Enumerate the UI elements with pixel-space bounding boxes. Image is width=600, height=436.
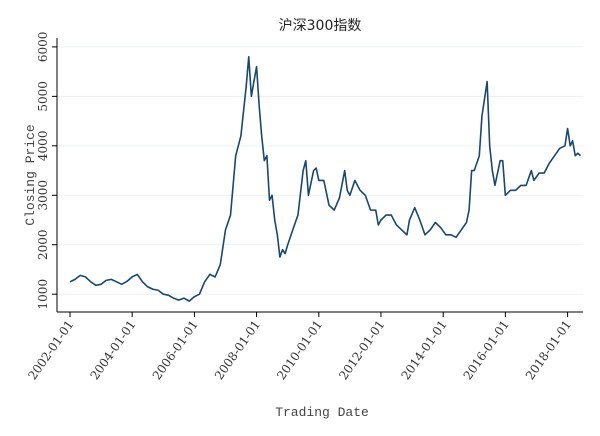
y-tick-label: 5000 [36, 81, 50, 112]
plot-area [57, 38, 583, 312]
y-tick-label: 2000 [36, 229, 50, 260]
y-tick-label: 3000 [36, 180, 50, 211]
y-tick-label: 6000 [36, 32, 50, 63]
chart-title: 沪深300指数 [279, 18, 362, 34]
y-tick-label: 1000 [36, 279, 50, 310]
price-line [69, 55, 581, 302]
y-axis-title: Closing Price [23, 124, 38, 225]
x-axis-title: Trading Date [275, 405, 369, 420]
y-tick-label: 4000 [36, 131, 50, 162]
